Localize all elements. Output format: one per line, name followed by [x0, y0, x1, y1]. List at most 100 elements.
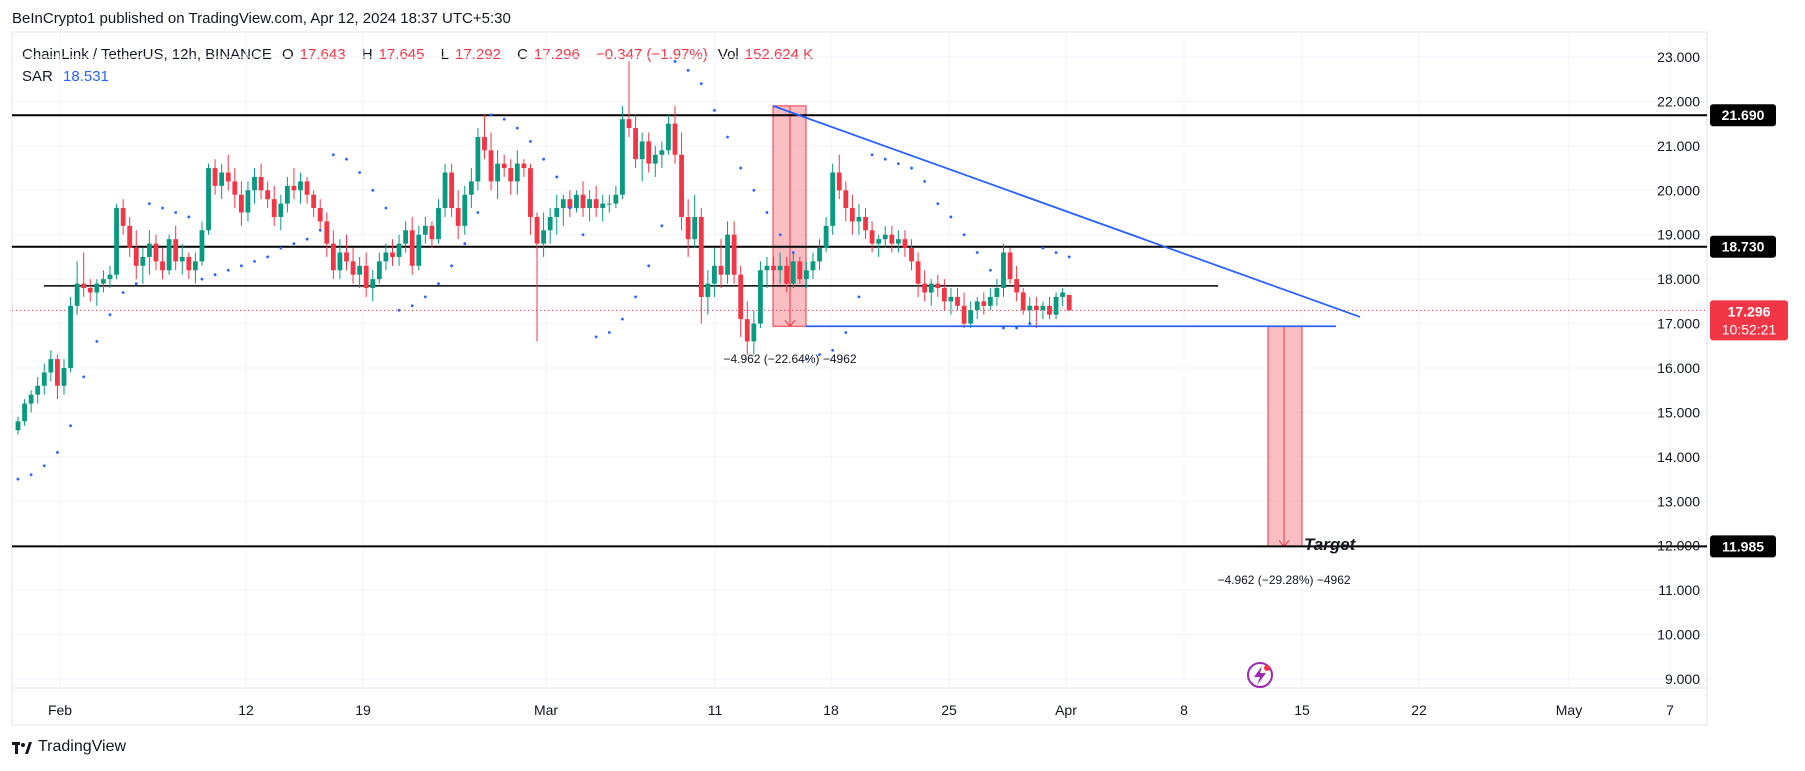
candle-body: [804, 270, 809, 280]
candle: [758, 261, 763, 329]
y-tick-label: 21.000: [1657, 138, 1700, 154]
x-tick-label: 15: [1294, 702, 1310, 718]
candle: [468, 168, 474, 209]
candle: [357, 256, 363, 289]
candle: [298, 172, 303, 204]
sar-dot: [910, 166, 913, 170]
candle-body: [968, 310, 974, 324]
sar-dot: [134, 282, 138, 285]
candle-body: [698, 216, 704, 297]
candle-body: [317, 208, 323, 222]
footer-brand[interactable]: TradingView: [38, 738, 127, 755]
candle-body: [173, 239, 179, 262]
candle-body: [475, 136, 481, 182]
candle-body: [501, 163, 507, 169]
candle-body: [869, 230, 875, 244]
sar-dot: [305, 237, 309, 241]
price-axis: 23.000 22.000 21.000 20.000 19.000 18.000 17.0…: [1657, 49, 1700, 687]
candle-body: [330, 243, 336, 271]
candle: [337, 239, 343, 280]
candle-body: [731, 234, 737, 275]
candle-body: [133, 248, 139, 266]
candle: [922, 270, 928, 302]
candle: [541, 212, 546, 257]
candle: [22, 399, 27, 426]
sar-dot: [213, 273, 217, 277]
y-tick-label: 14.000: [1657, 449, 1700, 465]
candle: [488, 132, 494, 191]
candle-body: [941, 288, 947, 302]
candle-body: [1047, 305, 1052, 315]
candle-body: [560, 199, 566, 209]
candle-body: [160, 261, 165, 271]
candle: [206, 163, 211, 235]
candle-body: [514, 163, 520, 182]
candle-body: [225, 172, 231, 182]
candle: [422, 216, 428, 244]
y-tick-label: 17.000: [1657, 316, 1700, 332]
candle: [744, 301, 750, 355]
candle-body: [1020, 292, 1026, 311]
candle: [876, 234, 882, 257]
candle-body: [620, 119, 625, 195]
candle: [751, 310, 757, 355]
candle-body: [311, 194, 317, 209]
candle: [449, 163, 455, 217]
candle: [101, 270, 106, 293]
candle-body: [416, 234, 422, 266]
candle: [593, 185, 599, 217]
candle: [633, 114, 638, 169]
candle-body: [35, 385, 41, 395]
candle-body: [521, 163, 527, 169]
candle: [1020, 288, 1026, 315]
volume-value: 152.624 K: [744, 46, 814, 63]
y-tick-label: 9.000: [1665, 671, 1700, 687]
candle-body: [120, 208, 126, 226]
candle-body: [994, 288, 1000, 297]
sar-dot: [29, 473, 33, 477]
candle-body: [436, 208, 441, 240]
candle: [705, 270, 711, 315]
measure-arrowhead-1: [784, 319, 796, 328]
last-price-text: 17.296: [1728, 303, 1771, 319]
candle: [895, 230, 901, 253]
open-value: 17.643: [299, 46, 346, 63]
candle-body: [1001, 252, 1006, 289]
price-badges: 21.690 18.730 11.985 17.296 10:52:21: [1710, 104, 1788, 558]
candle: [258, 163, 264, 200]
candle: [153, 234, 159, 271]
candle: [284, 176, 290, 213]
sar-dot: [752, 188, 756, 192]
sar-dot: [187, 215, 191, 219]
candle: [74, 261, 80, 315]
sar-dot: [805, 357, 808, 361]
candle: [48, 350, 54, 382]
sar-row[interactable]: SAR 18.531: [22, 66, 825, 88]
candle-body: [147, 243, 152, 257]
candle-body: [1027, 305, 1033, 311]
candle: [28, 390, 34, 413]
candle-body: [928, 283, 934, 293]
candle: [981, 292, 987, 315]
candle-body: [488, 150, 494, 182]
candle: [521, 159, 527, 177]
candle: [652, 145, 658, 177]
candle: [55, 354, 60, 400]
candle-body: [87, 288, 93, 293]
candle-body: [192, 261, 198, 271]
close-label: C: [517, 46, 528, 63]
candle: [823, 216, 829, 253]
candle: [186, 252, 192, 280]
candle: [133, 230, 139, 280]
symbol-title[interactable]: ChainLink / TetherUS, 12h, BINANCE: [22, 46, 272, 63]
lightning-icon[interactable]: [1247, 662, 1273, 688]
sar-dot: [148, 202, 151, 206]
sar-dot: [1015, 326, 1019, 330]
sar-dot: [279, 246, 283, 250]
candle-body: [534, 216, 540, 244]
level-badge: [1710, 535, 1776, 558]
candle-body: [639, 141, 645, 160]
candle: [534, 212, 540, 342]
candle: [514, 150, 520, 195]
